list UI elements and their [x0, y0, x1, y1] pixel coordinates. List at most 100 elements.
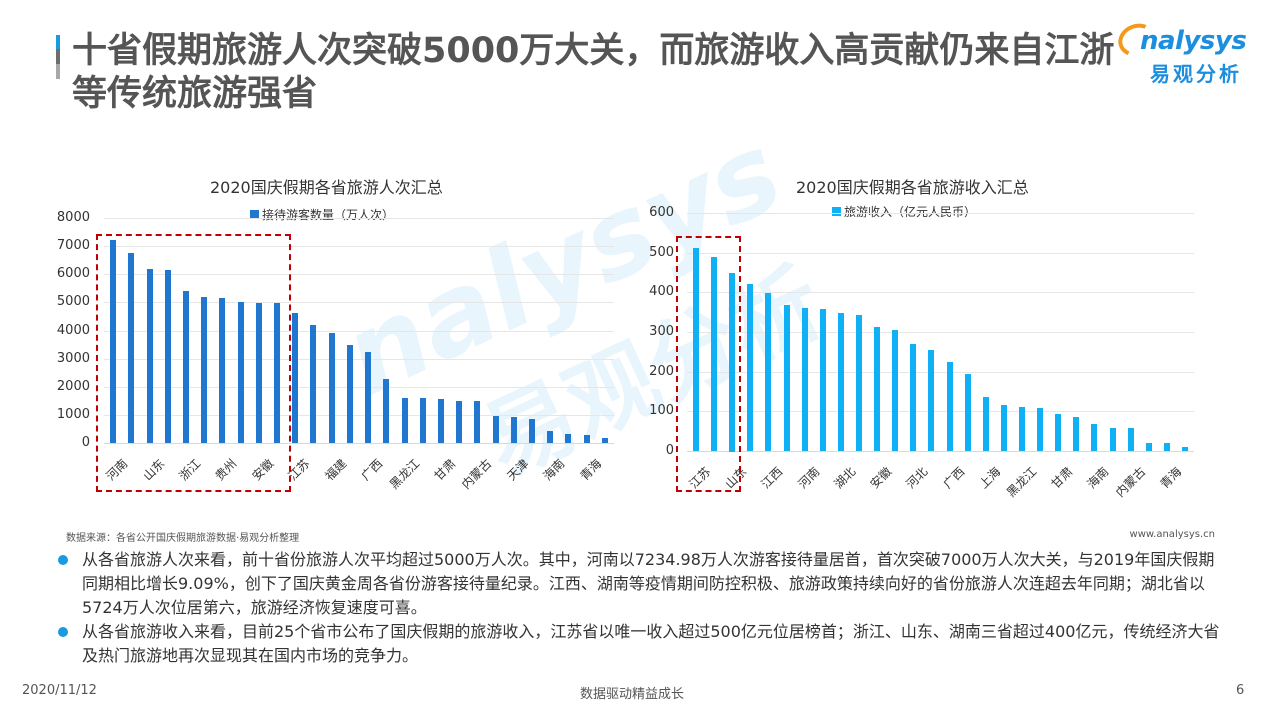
highlight-box-top-provinces: [676, 236, 741, 492]
bar: [856, 315, 862, 451]
gridline: [104, 443, 614, 444]
logo-text-cn: 易观分析: [1150, 62, 1242, 86]
y-tick-label: 0: [81, 435, 90, 450]
gridline: [687, 253, 1194, 254]
data-source-note: 数据来源：各省公开国庆假期旅游数据·易观分析整理: [66, 533, 300, 544]
y-tick-label: 2000: [56, 379, 90, 394]
bar: [420, 398, 426, 443]
bar: [1055, 414, 1061, 451]
bullet-text: 从各省旅游人次来看，前十省份旅游人次平均超过5000万人次。其中，河南以7234…: [82, 550, 1215, 617]
gridline: [104, 274, 614, 275]
bar: [1110, 428, 1116, 451]
page-title: 十省假期旅游人次突破5000万大关，而旅游收入高贡献仍来自江浙等传统旅游强省: [72, 31, 1115, 114]
bar: [383, 379, 389, 443]
bar: [693, 248, 699, 451]
bar: [219, 298, 225, 443]
legend-swatch: [832, 207, 841, 216]
bar: [147, 269, 153, 443]
bar: [802, 308, 808, 451]
bullet-item: 从各省旅游人次来看，前十省份旅游人次平均超过5000万人次。其中，河南以7234…: [58, 548, 1238, 620]
bullet-dot-icon: [58, 627, 68, 637]
bar: [947, 362, 953, 451]
bar: [892, 330, 898, 451]
bar: [838, 313, 844, 451]
bar: [347, 345, 353, 443]
bar: [784, 305, 790, 451]
y-tick-label: 300: [649, 324, 674, 339]
gridline: [687, 372, 1194, 373]
gridline: [104, 302, 614, 303]
bar: [1128, 428, 1134, 451]
bar: [602, 438, 608, 443]
bar: [329, 333, 335, 443]
bar: [110, 240, 116, 443]
bar: [1146, 443, 1152, 451]
y-tick-label: 500: [649, 245, 674, 260]
bar: [1182, 447, 1188, 451]
chart-title: 2020国庆假期各省旅游收入汇总: [796, 178, 1029, 197]
page-number: 6: [1236, 683, 1245, 698]
bar: [765, 293, 771, 451]
bar: [529, 419, 535, 443]
gridline: [104, 218, 614, 219]
gridline: [104, 415, 614, 416]
legend-label: 旅游收入（亿元人民币）: [844, 205, 977, 219]
y-tick-label: 600: [649, 205, 674, 220]
bar: [493, 416, 499, 443]
bar: [565, 434, 571, 443]
bar: [474, 401, 480, 443]
gridline: [104, 246, 614, 247]
summary-bullets: 从各省旅游人次来看，前十省份旅游人次平均超过5000万人次。其中，河南以7234…: [58, 548, 1238, 668]
bar: [729, 273, 735, 452]
bar: [910, 344, 916, 451]
gridline: [104, 331, 614, 332]
analysys-logo: nalysys 易观分析: [1113, 18, 1258, 88]
gridline: [687, 451, 1194, 452]
bar: [1001, 405, 1007, 451]
gridline: [104, 359, 614, 360]
bar: [511, 417, 517, 443]
bar: [365, 352, 371, 443]
title-accent-bar: [56, 35, 60, 79]
chart-legend: 接待游客数量（万人次）: [250, 206, 394, 223]
bar: [874, 327, 880, 451]
website-url[interactable]: www.analysys.cn: [1129, 529, 1215, 540]
bar: [201, 297, 207, 443]
bullet-dot-icon: [58, 555, 68, 565]
bar: [165, 270, 171, 443]
y-tick-label: 6000: [56, 266, 90, 281]
chart-legend: 旅游收入（亿元人民币）: [832, 203, 976, 220]
y-tick-label: 8000: [56, 210, 90, 225]
bar: [1091, 424, 1097, 451]
y-tick-label: 3000: [56, 351, 90, 366]
y-tick-label: 1000: [56, 407, 90, 422]
chart-title: 2020国庆假期各省旅游人次汇总: [210, 178, 443, 197]
bar: [1019, 407, 1025, 451]
logo-text-en: nalysys: [1140, 26, 1247, 56]
legend-swatch: [250, 210, 259, 219]
gridline: [687, 411, 1194, 412]
footer-slogan: 数据驱动精益成长: [580, 687, 685, 702]
y-tick-label: 5000: [56, 294, 90, 309]
y-tick-label: 0: [665, 443, 674, 458]
bullet-item: 从各省旅游收入来看，目前25个省市公布了国庆假期的旅游收入，江苏省以唯一收入超过…: [58, 620, 1238, 668]
bar: [438, 399, 444, 443]
bar: [965, 374, 971, 451]
y-tick-label: 7000: [56, 238, 90, 253]
bar: [928, 350, 934, 451]
y-tick-label: 4000: [56, 323, 90, 338]
bar: [183, 291, 189, 443]
bar: [310, 325, 316, 443]
bar: [547, 431, 553, 443]
bar: [1037, 408, 1043, 451]
bar: [402, 398, 408, 443]
bar: [256, 303, 262, 443]
bar: [820, 309, 826, 451]
y-tick-label: 200: [649, 364, 674, 379]
y-tick-label: 100: [649, 403, 674, 418]
bar: [711, 257, 717, 451]
highlight-box-top-provinces: [96, 234, 291, 492]
bar: [274, 303, 280, 443]
bar: [1073, 417, 1079, 451]
gridline: [687, 292, 1194, 293]
